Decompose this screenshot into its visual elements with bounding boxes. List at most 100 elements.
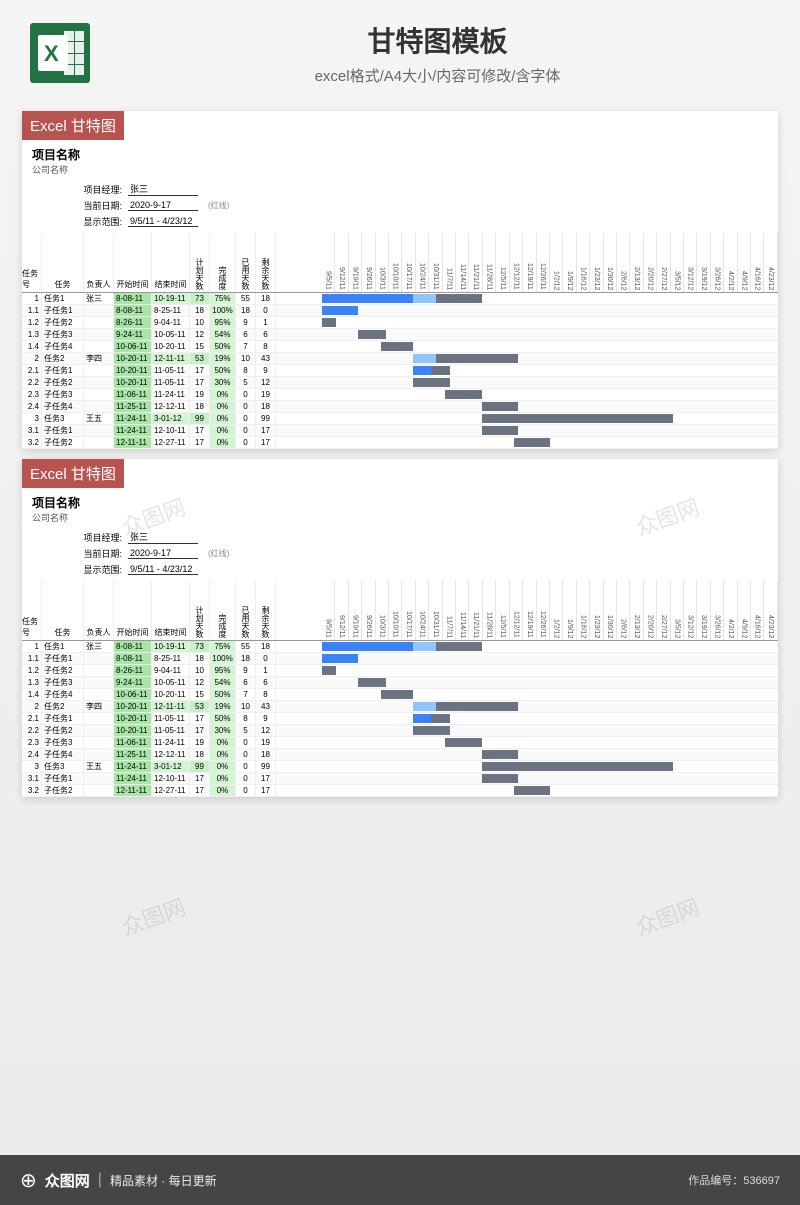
date-header: 1/23/12 <box>590 581 603 640</box>
gantt-bar[interactable] <box>322 306 358 315</box>
date-header: 11/7/11 <box>443 233 456 292</box>
gantt-row <box>322 725 778 737</box>
col-start: 开始时间 <box>114 581 152 640</box>
table-row[interactable]: 2.1 子任务1 10-20-11 11-05-11 17 50% 8 9 <box>22 713 322 725</box>
date-header: 4/9/12 <box>738 233 751 292</box>
date-header: 4/2/12 <box>724 233 737 292</box>
col-days: 计划天数 <box>190 581 210 640</box>
date-header: 11/14/11 <box>456 581 469 640</box>
gantt-bar[interactable] <box>482 762 674 771</box>
date-header: 12/26/11 <box>537 233 550 292</box>
table-row[interactable]: 3 任务3 王五 11-24-11 3-01-12 99 0% 0 99 <box>22 413 322 425</box>
date-header: 10/17/11 <box>402 233 415 292</box>
table-row[interactable]: 1.1 子任务1 8-08-11 8-25-11 18 100% 18 0 <box>22 305 322 317</box>
date-value[interactable]: 2020-9-17 <box>128 200 198 211</box>
table-row[interactable]: 3.1 子任务1 11-24-11 12-10-11 17 0% 0 17 <box>22 425 322 437</box>
date-value[interactable]: 2020-9-17 <box>128 548 198 559</box>
gantt-bar[interactable] <box>413 366 431 375</box>
table-row[interactable]: 2.3 子任务3 11-06-11 11-24-11 19 0% 0 19 <box>22 737 322 749</box>
table-row[interactable]: 2 任务2 李四 10-20-11 12-11-11 53 19% 10 43 <box>22 701 322 713</box>
col-start: 开始时间 <box>114 233 152 292</box>
date-header: 10/31/11 <box>429 581 442 640</box>
gantt-bar[interactable] <box>381 342 413 351</box>
table-row[interactable]: 1.3 子任务3 9-24-11 10-05-11 12 54% 6 6 <box>22 677 322 689</box>
gantt-bar[interactable] <box>322 318 336 327</box>
gantt-bar[interactable] <box>431 714 449 723</box>
sheet-banner: Excel 甘特图 <box>22 111 124 140</box>
gantt-bar[interactable] <box>436 294 482 303</box>
date-header: 11/14/11 <box>456 233 469 292</box>
footer-logo: 众图网 <box>45 1170 90 1191</box>
gantt-bar[interactable] <box>482 402 518 411</box>
gantt-row <box>322 401 778 413</box>
gantt-bar[interactable] <box>436 642 482 651</box>
table-row[interactable]: 3.2 子任务2 12-11-11 12-27-11 17 0% 0 17 <box>22 437 322 449</box>
date-header: 10/3/11 <box>376 233 389 292</box>
gantt-bar[interactable] <box>413 726 449 735</box>
table-row[interactable]: 1.4 子任务4 10-06-11 10-20-11 15 50% 7 8 <box>22 689 322 701</box>
gantt-bar[interactable] <box>482 774 518 783</box>
gantt-bar[interactable] <box>482 426 518 435</box>
gantt-bar[interactable] <box>431 366 449 375</box>
range-value[interactable]: 9/5/11 - 4/23/12 <box>128 564 198 575</box>
table-row[interactable]: 2.2 子任务2 10-20-11 11-05-11 17 30% 5 12 <box>22 725 322 737</box>
gantt-bar[interactable] <box>445 390 481 399</box>
date-header: 2/20/12 <box>644 233 657 292</box>
table-row[interactable]: 3.2 子任务2 12-11-11 12-27-11 17 0% 0 17 <box>22 785 322 797</box>
gantt-bar[interactable] <box>413 714 431 723</box>
table-row[interactable]: 3 任务3 王五 11-24-11 3-01-12 99 0% 0 99 <box>22 761 322 773</box>
table-row[interactable]: 2.4 子任务4 11-25-11 12-12-11 18 0% 0 18 <box>22 401 322 413</box>
gantt-row <box>322 641 778 653</box>
col-task: 任务 <box>42 581 84 640</box>
gantt-bar[interactable] <box>358 330 385 339</box>
date-header: 4/16/12 <box>751 233 764 292</box>
gantt-row <box>322 665 778 677</box>
watermark: 众图网 <box>117 890 190 943</box>
gantt-bar[interactable] <box>322 654 358 663</box>
date-header: 1/16/12 <box>577 581 590 640</box>
table-row[interactable]: 2.1 子任务1 10-20-11 11-05-11 17 50% 8 9 <box>22 365 322 377</box>
gantt-bar[interactable] <box>322 666 336 675</box>
table-row[interactable]: 3.1 子任务1 11-24-11 12-10-11 17 0% 0 17 <box>22 773 322 785</box>
date-header: 9/19/11 <box>349 581 362 640</box>
date-header: 3/19/12 <box>697 581 710 640</box>
table-row[interactable]: 1.3 子任务3 9-24-11 10-05-11 12 54% 6 6 <box>22 329 322 341</box>
gantt-bar[interactable] <box>358 678 385 687</box>
footer-bar: ⊕ 众图网 | 精品素材 · 每日更新 作品编号：536697 <box>0 1155 800 1205</box>
date-header: 4/16/12 <box>751 581 764 640</box>
gantt-bar[interactable] <box>436 702 518 711</box>
table-row[interactable]: 2.4 子任务4 11-25-11 12-12-11 18 0% 0 18 <box>22 749 322 761</box>
table-row[interactable]: 2.2 子任务2 10-20-11 11-05-11 17 30% 5 12 <box>22 377 322 389</box>
gantt-bar[interactable] <box>381 690 413 699</box>
table-row[interactable]: 1.2 子任务2 8-26-11 9-04-11 10 95% 9 1 <box>22 317 322 329</box>
date-header: 11/21/11 <box>469 233 482 292</box>
date-header: 10/10/11 <box>389 233 402 292</box>
gantt-row <box>322 305 778 317</box>
gantt-bar[interactable] <box>514 438 550 447</box>
gantt-bar[interactable] <box>482 750 518 759</box>
excel-icon <box>30 23 90 83</box>
range-value[interactable]: 9/5/11 - 4/23/12 <box>128 216 198 227</box>
table-row[interactable]: 1.4 子任务4 10-06-11 10-20-11 15 50% 7 8 <box>22 341 322 353</box>
date-header: 1/9/12 <box>563 581 576 640</box>
table-row[interactable]: 1 任务1 张三 8-08-11 10-19-11 73 75% 55 18 <box>22 641 322 653</box>
date-header: 11/21/11 <box>469 581 482 640</box>
table-row[interactable]: 1.2 子任务2 8-26-11 9-04-11 10 95% 9 1 <box>22 665 322 677</box>
gantt-bar[interactable] <box>514 786 550 795</box>
company-name: 公司名称 <box>32 163 768 176</box>
date-header: 4/2/12 <box>724 581 737 640</box>
table-row[interactable]: 2 任务2 李四 10-20-11 12-11-11 53 19% 10 43 <box>22 353 322 365</box>
date-header: 3/26/12 <box>711 233 724 292</box>
gantt-bar[interactable] <box>482 414 674 423</box>
pm-value[interactable]: 张三 <box>128 182 198 196</box>
pm-value[interactable]: 张三 <box>128 530 198 544</box>
table-row[interactable]: 2.3 子任务3 11-06-11 11-24-11 19 0% 0 19 <box>22 389 322 401</box>
gantt-bar[interactable] <box>413 378 449 387</box>
date-header: 12/12/11 <box>510 233 523 292</box>
col-used: 已用天数 <box>236 581 256 640</box>
table-row[interactable]: 1.1 子任务1 8-08-11 8-25-11 18 100% 18 0 <box>22 653 322 665</box>
table-row[interactable]: 1 任务1 张三 8-08-11 10-19-11 73 75% 55 18 <box>22 293 322 305</box>
date-header: 3/5/12 <box>671 233 684 292</box>
gantt-bar[interactable] <box>436 354 518 363</box>
gantt-bar[interactable] <box>445 738 481 747</box>
